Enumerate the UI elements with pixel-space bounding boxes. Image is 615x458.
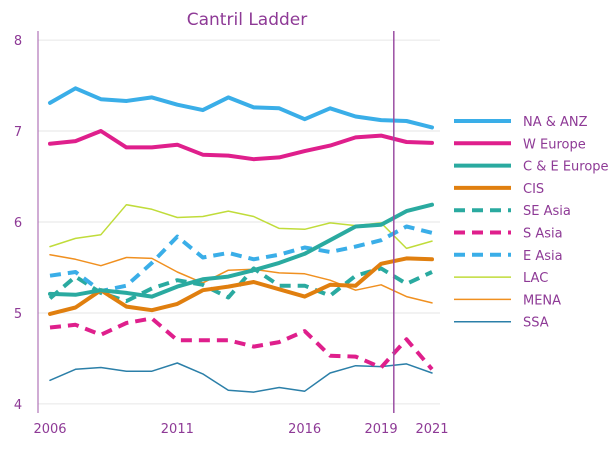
y-tick-label: 8 — [14, 34, 22, 49]
series-lines — [48, 86, 434, 393]
legend: NA & ANZ W Europe C & E Europe CIS SE Asia S … — [454, 115, 609, 331]
series-line-ssa — [49, 362, 433, 393]
series-line-cis — [48, 256, 434, 316]
legend-label: LAC — [523, 271, 548, 286]
legend-label: W Europe — [523, 137, 586, 152]
legend-label: S Asia — [523, 227, 563, 242]
x-tick-label: 2011 — [161, 422, 194, 437]
series-line-c-e-europe — [48, 202, 434, 299]
legend-label: CIS — [523, 182, 544, 197]
chart-title: Cantril Ladder — [187, 10, 308, 30]
legend-label: E Asia — [523, 249, 563, 264]
legend-label: C & E Europe — [523, 160, 609, 175]
x-tick-label: 2016 — [288, 422, 321, 437]
legend-label: SE Asia — [523, 204, 571, 219]
y-axis-ticks: 4 5 6 7 8 — [14, 34, 22, 413]
x-tick-label: 2021 — [415, 422, 448, 437]
series-line-na-anz — [48, 86, 434, 130]
series-line-e-asia — [49, 224, 433, 294]
x-tick-label: 2019 — [365, 422, 398, 437]
legend-label: SSA — [523, 316, 549, 331]
legend-label: NA & ANZ — [523, 115, 588, 130]
series-line-mena — [49, 253, 433, 304]
y-tick-label: 5 — [14, 307, 22, 322]
series-line-w-europe — [48, 129, 434, 162]
legend-label: MENA — [523, 293, 561, 308]
y-tick-label: 4 — [14, 398, 22, 413]
series-line-s-asia — [49, 316, 434, 371]
y-tick-label: 7 — [14, 125, 22, 140]
y-tick-label: 6 — [14, 216, 22, 231]
x-axis-ticks: 2006 2011 2016 2019 2021 — [33, 422, 448, 437]
gridlines — [38, 39, 440, 405]
x-tick-label: 2006 — [33, 422, 66, 437]
